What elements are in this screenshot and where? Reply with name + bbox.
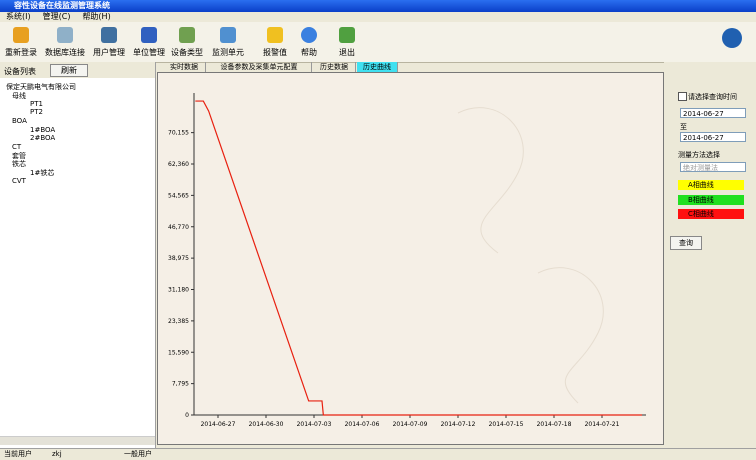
status-text: 当前用户 (4, 449, 32, 460)
x-tick-label: 2014-07-09 (393, 421, 428, 428)
tree-node[interactable]: 铁芯 (12, 159, 26, 169)
x-tick-label: 2014-06-27 (201, 421, 236, 428)
curve-checkbox[interactable]: B相曲线 (678, 195, 744, 205)
method-select[interactable]: 绝对测量法 (680, 162, 746, 172)
toolbar: 重新登录 数据库连接 用户管理 单位管理 设备类型 监测单元 报警值 帮助 退出 (0, 22, 756, 63)
button-label: 监测单元 (212, 48, 244, 57)
toolbar-button[interactable]: 用户管理 (92, 25, 126, 58)
date-picker[interactable]: 2014-06-27 (680, 132, 746, 142)
tab-bar: 实时数据 设备参数及采集单元配置 历史数据 历史曲线 (157, 62, 664, 72)
button-label: 重新登录 (5, 48, 37, 57)
logo (722, 28, 742, 48)
tree-node[interactable]: 母线 (12, 91, 26, 101)
x-tick-label: 2014-07-21 (585, 421, 620, 428)
y-tick-label: 38,975 (168, 255, 189, 262)
y-tick-label: 0 (185, 412, 189, 419)
x-tick-label: 2014-07-15 (489, 421, 524, 428)
y-tick-label: 54,565 (168, 192, 189, 199)
curve-checkbox[interactable]: C相曲线 (678, 209, 744, 219)
tree-node[interactable]: 1#BOA (30, 126, 55, 134)
status-text: zkj (52, 449, 62, 460)
tree-node[interactable]: CT (12, 143, 21, 151)
tab[interactable]: 实时数据 (163, 62, 206, 72)
status-text: 一般用户 (124, 449, 152, 460)
chart: 0 7,795 15,590 23,385 31,180 38,975 46,770 54,5… (158, 73, 663, 444)
toolbar-button[interactable]: 单位管理 (132, 25, 166, 58)
toolbar-button[interactable]: 报警值 (258, 25, 292, 58)
button-label: 单位管理 (133, 48, 165, 57)
query-button[interactable]: 查询 (670, 236, 702, 250)
x-tick-label: 2014-07-12 (441, 421, 476, 428)
query-panel: 请选择查询时间 2014-06-27 至 2014-06-27 测量方法选择 绝… (664, 62, 756, 448)
checkbox[interactable] (678, 92, 687, 101)
curve-checkbox[interactable]: A相曲线 (678, 180, 744, 190)
toolbar-button[interactable]: 监测单元 (208, 25, 248, 58)
button-label: 设备类型 (171, 48, 203, 57)
button-label: 帮助 (301, 48, 317, 57)
toolbar-button[interactable]: 数据库连接 (42, 25, 88, 58)
tree-node[interactable]: BOA (12, 117, 27, 125)
y-tick-label: 70,155 (168, 130, 189, 137)
menu-bar: 系统(I) 管理(C) 帮助(H) (0, 12, 756, 22)
tab[interactable]: 设备参数及采集单元配置 (207, 62, 312, 72)
status-bar: 当前用户 zkj 一般用户 (0, 448, 756, 460)
button-label: 用户管理 (93, 48, 125, 57)
toolbar-button[interactable]: 退出 (330, 25, 364, 58)
window-title: 容性设备在线监测管理系统 (14, 1, 110, 10)
toolbar-button[interactable]: 设备类型 (170, 25, 204, 58)
y-tick-label: 62,360 (168, 161, 189, 168)
app-window: {"window":{"title":"容性设备在线监测管理系统"}, "men… (0, 0, 756, 459)
button-label: 报警值 (263, 48, 287, 57)
chart-panel: 0 7,795 15,590 23,385 31,180 38,975 46,770 54,5… (157, 72, 664, 445)
chart-background (158, 73, 663, 444)
button-label: 数据库连接 (45, 48, 85, 57)
label: 请选择查询时间 (688, 92, 737, 102)
scrollbar[interactable] (0, 436, 155, 445)
refresh-button[interactable]: 刷新 (50, 64, 88, 77)
x-tick-label: 2014-07-18 (537, 421, 572, 428)
y-tick-label: 31,180 (168, 287, 189, 294)
tree-node[interactable]: PT1 (30, 100, 43, 108)
label: 至 (680, 122, 687, 132)
tree-node[interactable]: 1#铁芯 (30, 168, 54, 178)
tab[interactable]: 历史数据 (313, 62, 356, 72)
menu-item[interactable]: 系统(I) (6, 12, 31, 21)
title-bar: 容性设备在线监测管理系统 (0, 0, 756, 12)
y-tick-label: 23,385 (168, 318, 189, 325)
x-tick-label: 2014-07-06 (345, 421, 380, 428)
tree-node[interactable]: PT2 (30, 108, 43, 116)
label: 测量方法选择 (678, 150, 720, 160)
y-tick-label: 7,795 (172, 381, 189, 388)
tab-active[interactable]: 历史曲线 (357, 62, 398, 72)
tree-node[interactable]: CVT (12, 177, 26, 185)
menu-item[interactable]: 管理(C) (43, 12, 71, 21)
menu-item[interactable]: 帮助(H) (82, 12, 110, 21)
tree-node[interactable]: 2#BOA (30, 134, 55, 142)
toolbar-button[interactable]: 重新登录 (4, 25, 38, 58)
x-tick-label: 2014-07-03 (297, 421, 332, 428)
date-picker[interactable]: 2014-06-27 (680, 108, 746, 118)
sidebar: 设备列表 刷新 保定天鹏电气有限公司 母线 PT1 PT2 BOA 1#BOA … (0, 62, 156, 448)
x-tick-label: 2014-06-30 (249, 421, 284, 428)
button-label: 退出 (339, 48, 355, 57)
toolbar-button[interactable]: 帮助 (292, 25, 326, 58)
sidebar-header: 设备列表 刷新 (0, 62, 155, 78)
sidebar-title: 设备列表 (4, 66, 36, 77)
y-tick-label: 15,590 (168, 349, 189, 356)
y-tick-label: 46,770 (168, 224, 189, 231)
